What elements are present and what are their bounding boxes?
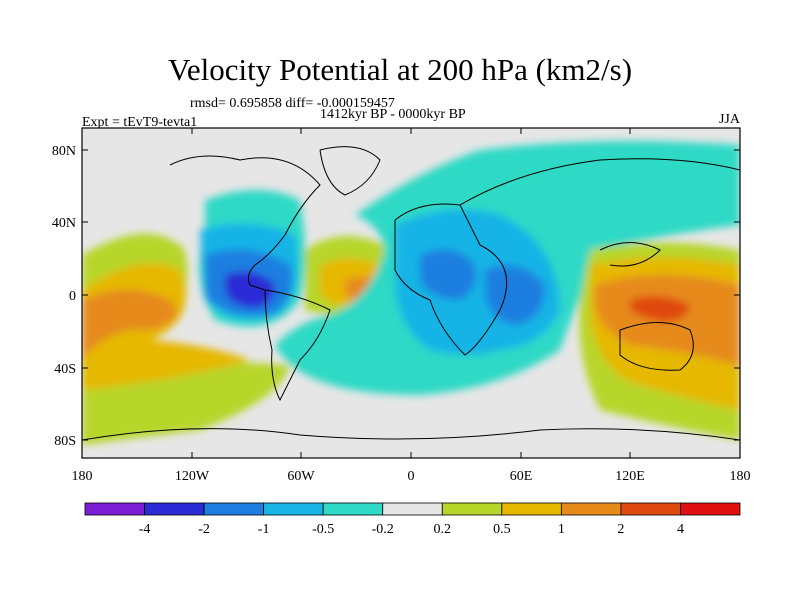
stats-text: rmsd= 0.695858 diff= -0.000159457 — [190, 96, 395, 111]
coast-north-america — [169, 155, 321, 291]
lon-label: 180 — [72, 469, 93, 484]
lat-label: 40S — [54, 362, 76, 377]
colorbar-label: 4 — [677, 522, 684, 537]
coast-south-america — [264, 289, 331, 402]
colorbar-swatch — [501, 502, 562, 516]
coast-greenland — [319, 146, 381, 196]
colorbar-label: 2 — [617, 522, 624, 537]
lon-label: 0 — [408, 469, 415, 484]
colorbar-swatch — [620, 502, 681, 516]
colorbar-swatch — [84, 502, 145, 516]
colorbar-label: -0.5 — [312, 522, 334, 537]
colorbar-swatch — [560, 502, 622, 516]
lon-label: 180 — [730, 469, 751, 484]
season-label: JJA — [718, 112, 740, 127]
colorbar-label: 1 — [558, 522, 565, 537]
coast-antarctica — [82, 428, 740, 441]
colorbar-swatch — [203, 502, 265, 516]
velocity-potential-field — [82, 128, 740, 458]
field-indopacific-red — [630, 296, 690, 322]
colorbar — [84, 502, 741, 516]
lon-label: 120W — [175, 469, 210, 484]
lat-label: 0 — [69, 289, 76, 304]
experiment-label: Expt = tEvT9-tevta1 — [82, 115, 198, 130]
period-text: 1412kyr BP - 0000kyr BP — [320, 107, 466, 122]
coast-australia — [619, 322, 694, 371]
colorbar-labels: -4 -2 -1 -0.5 -0.2 0.2 0.5 1 2 4 — [139, 522, 684, 537]
colorbar-label: -1 — [258, 522, 270, 537]
coast-asia — [459, 158, 740, 267]
coast-europe-africa — [394, 203, 508, 356]
colorbar-label: 0.2 — [434, 522, 452, 537]
field-americas-dkblue — [225, 271, 275, 308]
colorbar-swatch — [322, 502, 384, 516]
lat-label: 80N — [52, 144, 76, 159]
colorbar-swatch — [680, 502, 741, 516]
lon-label: 60W — [287, 469, 315, 484]
longitude-axis — [81, 128, 741, 458]
coastlines — [82, 146, 740, 441]
map-title: Velocity Potential at 200 hPa (km2/s) — [167, 52, 633, 87]
colorbar-swatch — [441, 502, 503, 516]
latitude-axis — [82, 149, 740, 441]
colorbar-label: 0.5 — [493, 522, 511, 537]
lat-label: 80S — [54, 434, 76, 449]
colorbar-label: -0.2 — [372, 522, 394, 537]
colorbar-swatch — [382, 502, 443, 516]
colorbar-swatch — [144, 502, 205, 516]
field-africa-blue — [420, 249, 476, 300]
lon-label: 60E — [510, 469, 533, 484]
colorbar-label: -4 — [139, 522, 151, 537]
colorbar-swatch — [263, 502, 324, 516]
colorbar-label: -2 — [198, 522, 210, 537]
lon-label: 120E — [615, 469, 645, 484]
field-west-pacific-dkorange — [82, 290, 177, 360]
lat-label: 40N — [52, 216, 76, 231]
